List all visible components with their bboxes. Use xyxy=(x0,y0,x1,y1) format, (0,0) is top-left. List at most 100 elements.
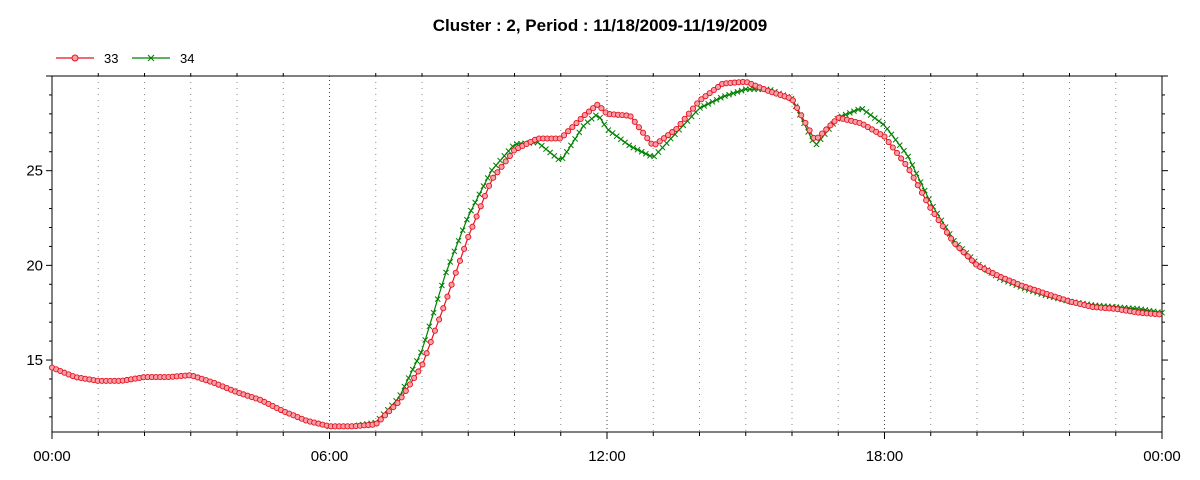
x-tick-label: 00:00 xyxy=(33,448,71,465)
data-point xyxy=(459,227,466,234)
data-point xyxy=(413,358,420,364)
data-point xyxy=(468,207,474,214)
data-point xyxy=(613,133,620,140)
data-point xyxy=(738,87,745,94)
data-point xyxy=(585,108,593,115)
data-point xyxy=(427,338,434,346)
data-point xyxy=(798,112,805,119)
data-point xyxy=(565,128,572,135)
data-point xyxy=(867,112,874,118)
data-point xyxy=(455,237,462,244)
data-point xyxy=(885,138,892,146)
data-point xyxy=(406,381,414,388)
data-point xyxy=(386,408,393,415)
data-point xyxy=(859,105,866,112)
data-point xyxy=(685,110,692,117)
data-point xyxy=(438,282,445,289)
x-tick-label: 06:00 xyxy=(311,448,349,465)
data-point xyxy=(547,149,554,156)
data-point xyxy=(640,129,647,136)
data-point xyxy=(490,174,497,181)
data-point xyxy=(705,100,712,107)
data-point xyxy=(881,133,888,140)
data-point xyxy=(622,139,628,146)
data-point xyxy=(673,125,680,133)
data-point xyxy=(694,100,701,107)
data-point xyxy=(706,90,713,97)
data-point xyxy=(617,136,624,143)
data-point xyxy=(652,141,659,148)
axes: 00:00 06:00 12:00 18:00 00:00 15 20 25 xyxy=(26,73,1181,465)
data-point xyxy=(806,127,813,134)
data-point xyxy=(730,90,737,97)
data-point xyxy=(1156,311,1163,318)
data-point xyxy=(484,174,491,181)
data-point xyxy=(447,258,454,265)
data-point xyxy=(551,152,558,159)
data-point xyxy=(477,203,484,210)
data-point xyxy=(681,115,688,122)
data-point xyxy=(590,105,597,112)
data-point xyxy=(415,368,422,375)
legend-label: 34 xyxy=(180,51,194,66)
data-point xyxy=(494,169,501,176)
data-point xyxy=(935,217,942,224)
data-point xyxy=(851,108,857,115)
legend-label: 33 xyxy=(104,51,118,66)
data-point xyxy=(702,93,709,100)
data-point xyxy=(542,146,549,153)
data-point xyxy=(409,366,416,373)
data-point xyxy=(481,193,488,200)
data-point xyxy=(581,111,588,119)
series-33 xyxy=(48,78,1163,430)
data-point xyxy=(594,101,601,108)
data-point xyxy=(644,135,651,142)
data-point xyxy=(884,125,891,132)
data-point xyxy=(588,115,595,122)
data-point xyxy=(598,105,605,112)
data-point xyxy=(456,257,463,264)
data-point xyxy=(601,121,608,128)
data-point xyxy=(927,204,934,211)
data-point xyxy=(469,223,476,230)
data-point xyxy=(498,163,505,170)
data-point xyxy=(960,249,967,256)
data-point xyxy=(814,134,821,141)
data-point xyxy=(538,142,545,149)
data-point xyxy=(956,245,963,252)
data-point xyxy=(875,118,882,125)
data-point xyxy=(505,148,512,155)
data-point xyxy=(419,361,426,368)
data-point xyxy=(880,121,887,128)
data-point xyxy=(592,112,599,119)
data-point xyxy=(576,129,583,136)
data-point xyxy=(405,375,412,381)
data-point xyxy=(448,281,455,288)
data-point xyxy=(863,108,870,115)
data-point xyxy=(502,158,509,165)
data-point xyxy=(943,229,950,236)
data-point xyxy=(964,253,971,260)
data-point xyxy=(635,124,642,131)
data-point xyxy=(501,152,508,159)
data-point xyxy=(381,412,389,419)
data-point xyxy=(463,216,470,223)
data-point xyxy=(714,83,722,91)
data-point xyxy=(434,296,441,303)
data-point xyxy=(931,210,938,218)
data-point xyxy=(713,96,720,103)
data-point xyxy=(789,97,796,104)
data-point xyxy=(493,162,499,169)
data-point xyxy=(597,114,604,121)
data-point xyxy=(827,122,834,129)
data-point xyxy=(669,129,676,136)
data-point xyxy=(813,141,820,148)
data-point xyxy=(569,124,576,131)
data-point xyxy=(465,233,472,241)
data-point xyxy=(910,174,917,181)
data-point xyxy=(560,132,568,139)
data-point xyxy=(677,120,684,127)
legend: 33 34 xyxy=(56,51,194,66)
data-point xyxy=(390,404,397,411)
